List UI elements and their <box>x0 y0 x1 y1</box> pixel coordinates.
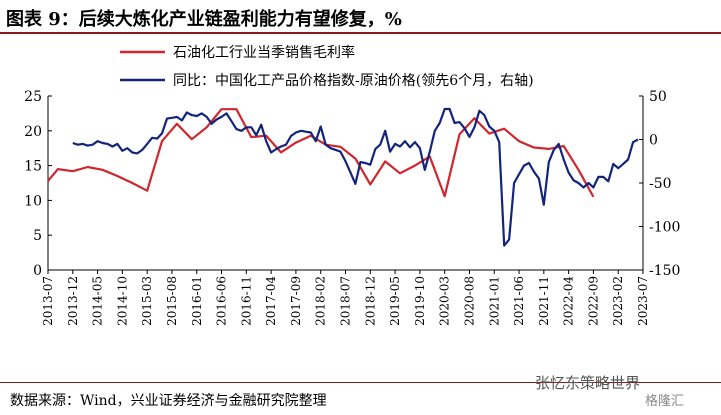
y-left-tick-label: 20 <box>24 124 42 140</box>
legend-label-2: 同比：中国化工产品价格指数-原油价格(领先6个月，右轴) <box>173 73 534 89</box>
x-tick-label: 2017-04 <box>264 276 278 326</box>
y-left-tick-label: 15 <box>24 159 42 175</box>
y-left-tick-label: 0 <box>33 263 42 279</box>
x-tick-label: 2020-03 <box>438 276 452 326</box>
y-right-tick-label: 50 <box>649 89 667 105</box>
source-note: 数据来源：Wind，兴业证券经济与金融研究院整理 <box>10 393 327 409</box>
legend-label-1: 石油化工行业当季销售毛利率 <box>173 44 355 61</box>
x-tick-label: 2017-09 <box>289 276 303 326</box>
x-tick-label: 2013-07 <box>41 276 55 326</box>
y-right-tick-label: -150 <box>649 263 680 279</box>
y-right-tick-label: -50 <box>649 176 672 192</box>
series-margin-line <box>47 108 595 198</box>
footer-rule <box>0 382 721 383</box>
x-tick-label: 2014-05 <box>91 276 105 326</box>
chart-title: 图表 9：后续大炼化产业链盈利能力有望修复，% <box>6 9 402 30</box>
x-tick-label: 2023-07 <box>636 276 650 326</box>
chart-svg: 0 5 10 15 20 25 -150 -100 -50 0 50 2013-07 2013-12 20… <box>24 44 680 326</box>
watermark-text: 张忆东策略世界 <box>535 374 641 392</box>
x-tick-label: 2022-09 <box>586 276 600 326</box>
x-tick-label: 2018-07 <box>339 276 353 326</box>
x-tick-label: 2014-10 <box>115 276 129 326</box>
x-tick-label: 2021-11 <box>537 276 551 326</box>
y-left-tick-label: 25 <box>24 89 42 105</box>
x-tick-label: 2019-10 <box>413 276 427 326</box>
x-tick-label: 2018-02 <box>314 276 328 326</box>
x-tick-label: 2015-03 <box>140 276 154 326</box>
y-right-tick-label: 0 <box>649 133 658 149</box>
x-tick-label: 2018-12 <box>363 276 377 326</box>
y-left-tick-label: 10 <box>24 193 42 209</box>
title-rule <box>0 32 721 34</box>
x-tick-label: 2023-02 <box>611 276 625 326</box>
x-tick-label: 2016-06 <box>215 276 229 326</box>
x-tick-label: 2015-08 <box>165 276 179 326</box>
y-right-tick-label: -100 <box>649 220 680 236</box>
x-tick-label: 2019-05 <box>388 276 402 326</box>
x-tick-label: 2013-12 <box>66 276 80 326</box>
watermark: 张忆东策略世界 格隆汇 <box>535 372 684 409</box>
x-tick-label: 2021-06 <box>512 276 526 326</box>
x-tick-label: 2021-01 <box>487 276 501 326</box>
x-tick-label: 2020-08 <box>462 276 476 326</box>
watermark-sub: 格隆汇 <box>645 394 685 409</box>
series-price-spread-line <box>72 107 639 247</box>
x-tick-label: 2016-01 <box>190 276 204 326</box>
x-tick-label: 2022-04 <box>562 276 576 326</box>
y-left-tick-label: 5 <box>33 228 42 244</box>
x-tick-label: 2016-11 <box>239 276 253 326</box>
